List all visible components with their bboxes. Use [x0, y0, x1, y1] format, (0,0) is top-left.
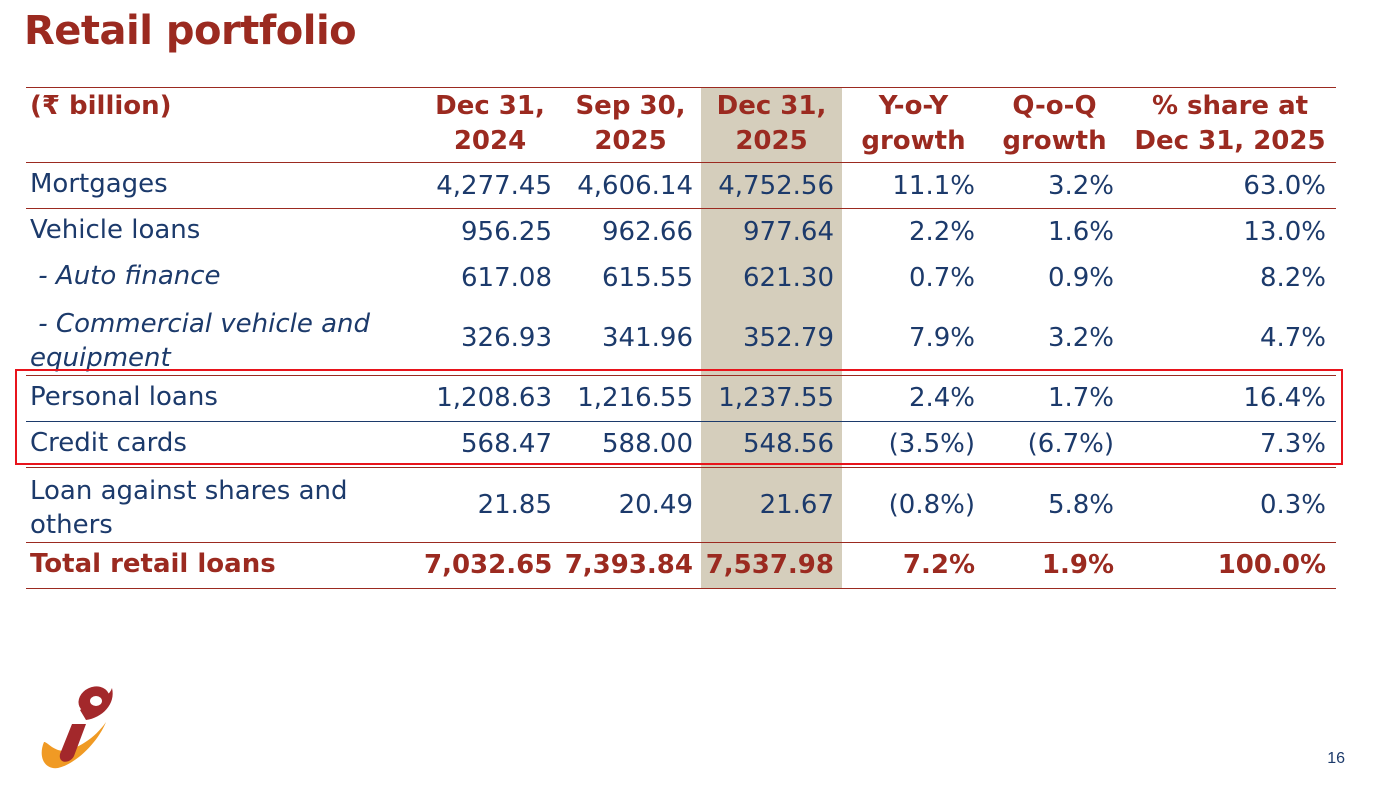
cell-qoq: 1.9%	[985, 541, 1124, 589]
cell-qoq: 0.9%	[1047, 262, 1114, 293]
cell-qoq: 3.2%	[1047, 170, 1114, 201]
cell-yoy: 2.4%	[842, 374, 985, 421]
cell-qoq: 3.2%	[1047, 322, 1114, 353]
cell-yoy: 11.1%	[892, 170, 975, 201]
row-label: Personal loans	[26, 374, 420, 421]
header-dec-2025: Dec 31, 2025	[701, 87, 842, 163]
cell-sep-2025: 341.96	[602, 322, 693, 353]
cell-share: 100.0%	[1124, 541, 1336, 589]
unit-header: (₹ billion)	[26, 87, 420, 163]
cell-dec-2024: 21.85	[420, 466, 560, 542]
table-header-row: (₹ billion) Dec 31, 2024 Sep 30, 2025 Dec …	[26, 87, 1336, 163]
row-label: Credit cards	[26, 420, 420, 467]
cell-yoy: 0.7%	[908, 262, 975, 293]
table-row-credit-cards: Credit cards 568.47 588.00 548.56 (3.5%)…	[26, 420, 1336, 467]
cell-share: 4.7%	[1259, 322, 1326, 353]
cell-dec-2024: 956.25	[420, 208, 560, 255]
row-label: - Commercial vehicle and equipment	[30, 308, 379, 373]
cell-dec-2025: 621.30	[701, 254, 842, 301]
cell-dec-2024: 568.47	[420, 420, 560, 467]
cell-sep-2025: 20.49	[560, 466, 701, 542]
header-share: % share at Dec 31, 2025	[1124, 87, 1336, 163]
header-dec-2024: Dec 31, 2024	[420, 87, 560, 163]
bank-logo-icon	[41, 686, 113, 769]
row-label: Vehicle loans	[26, 208, 420, 255]
page-number: 16	[1327, 750, 1345, 767]
cell-dec-2025: 7,537.98	[701, 541, 842, 589]
table-row-commercial-vehicle: - Commercial vehicle and equipment 326.9…	[26, 300, 1336, 375]
cell-qoq: 1.6%	[985, 208, 1124, 255]
table-row-vehicle-loans: Vehicle loans 956.25 962.66 977.64 2.2% …	[26, 208, 1336, 255]
cell-sep-2025: 615.55	[602, 262, 693, 293]
cell-dec-2025: 977.64	[701, 208, 842, 255]
cell-share: 63.0%	[1243, 170, 1326, 201]
retail-portfolio-table: (₹ billion) Dec 31, 2024 Sep 30, 2025 Dec …	[26, 87, 1336, 589]
cell-share: 0.3%	[1124, 466, 1336, 542]
cell-dec-2024: 326.93	[461, 322, 552, 353]
cell-dec-2024: 4,277.45	[436, 170, 552, 201]
cell-share: 13.0%	[1124, 208, 1336, 255]
header-yoy-growth: Y-o-Y growth	[842, 87, 985, 163]
cell-yoy: 7.9%	[908, 322, 975, 353]
cell-dec-2025: 4,752.56	[701, 162, 842, 209]
cell-sep-2025: 7,393.84	[560, 541, 701, 589]
row-label: Total retail loans	[26, 541, 420, 589]
cell-sep-2025: 1,216.55	[560, 374, 701, 421]
cell-sep-2025: 4,606.14	[577, 170, 693, 201]
cell-sep-2025: 962.66	[560, 208, 701, 255]
header-sep-2025: Sep 30, 2025	[560, 87, 701, 163]
row-label: - Auto finance	[30, 260, 221, 291]
page-title: Retail portfolio	[24, 8, 357, 54]
cell-yoy: (0.8%)	[842, 466, 985, 542]
header-qoq-growth: Q-o-Q growth	[985, 87, 1124, 163]
cell-yoy: 2.2%	[842, 208, 985, 255]
cell-dec-2024: 7,032.65	[420, 541, 560, 589]
cell-dec-2025: 1,237.55	[701, 374, 842, 421]
highlight-box	[15, 369, 1343, 465]
cell-share: 16.4%	[1124, 374, 1336, 421]
table-row-personal-loans: Personal loans 1,208.63 1,216.55 1,237.5…	[26, 374, 1336, 421]
cell-dec-2024: 617.08	[461, 262, 552, 293]
cell-dec-2025: 352.79	[701, 300, 842, 375]
table-row-loan-against-shares: Loan against shares and others 21.85 20.…	[26, 466, 1336, 542]
cell-qoq: (6.7%)	[985, 420, 1124, 467]
table-row-mortgages: Mortgages 4,277.45 4,606.14 4,752.56 11.…	[26, 162, 1336, 209]
table-row-auto-finance: - Auto finance 617.08 615.55 621.30 0.7%…	[26, 254, 1336, 301]
cell-qoq: 1.7%	[985, 374, 1124, 421]
cell-dec-2025: 548.56	[701, 420, 842, 467]
row-label: Mortgages	[30, 169, 168, 199]
table-row-total: Total retail loans 7,032.65 7,393.84 7,5…	[26, 541, 1336, 589]
cell-share: 8.2%	[1259, 262, 1326, 293]
row-label: Loan against shares and others	[26, 466, 420, 542]
cell-yoy: (3.5%)	[842, 420, 985, 467]
cell-share: 7.3%	[1124, 420, 1336, 467]
cell-qoq: 5.8%	[985, 466, 1124, 542]
cell-dec-2024: 1,208.63	[420, 374, 560, 421]
cell-dec-2025: 21.67	[701, 466, 842, 542]
cell-sep-2025: 588.00	[560, 420, 701, 467]
cell-yoy: 7.2%	[842, 541, 985, 589]
